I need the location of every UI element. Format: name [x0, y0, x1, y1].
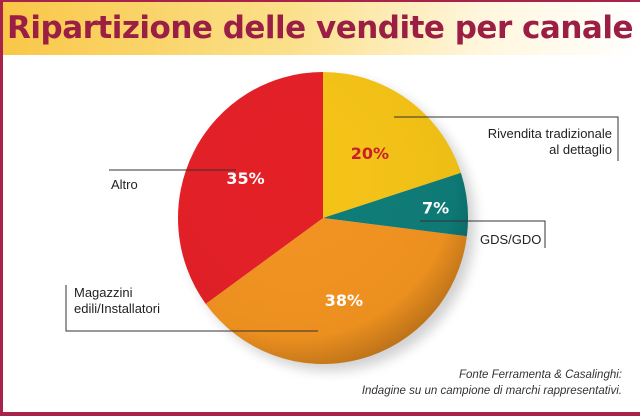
- source-line-2: Indagine su un campione di marchi rappre…: [361, 385, 622, 397]
- label-line: Magazzini: [74, 285, 133, 300]
- leader-line-gds: [420, 220, 546, 248]
- label-altro: Altro: [111, 177, 138, 192]
- chart-title: Ripartizione delle vendite per canale: [7, 10, 633, 46]
- slice-value-label: 7%: [422, 198, 449, 217]
- slice-value-label: 38%: [325, 291, 363, 310]
- label-magazzini: Magazzini edili/Installatori: [74, 285, 160, 317]
- leader-line-rivendita: [394, 116, 619, 161]
- source-line-1: Fonte Ferramenta & Casalinghi:: [459, 369, 622, 381]
- label-gds: GDS/GDO: [480, 232, 542, 247]
- label-line: Rivendita tradizionale: [487, 126, 612, 141]
- bottom-border: [0, 412, 640, 416]
- slice-value-label: 35%: [226, 169, 264, 188]
- pie-shading: [178, 72, 468, 364]
- label-line: al dettaglio: [549, 142, 612, 157]
- header-band: Ripartizione delle vendite per canale: [0, 0, 640, 55]
- label-rivendita: Rivendita tradizionale al dettaglio: [470, 126, 612, 158]
- left-border: [0, 0, 3, 415]
- leader-line-magazzini: [65, 285, 318, 332]
- label-line: edili/Installatori: [74, 301, 160, 316]
- slice-value-label: 20%: [351, 144, 389, 163]
